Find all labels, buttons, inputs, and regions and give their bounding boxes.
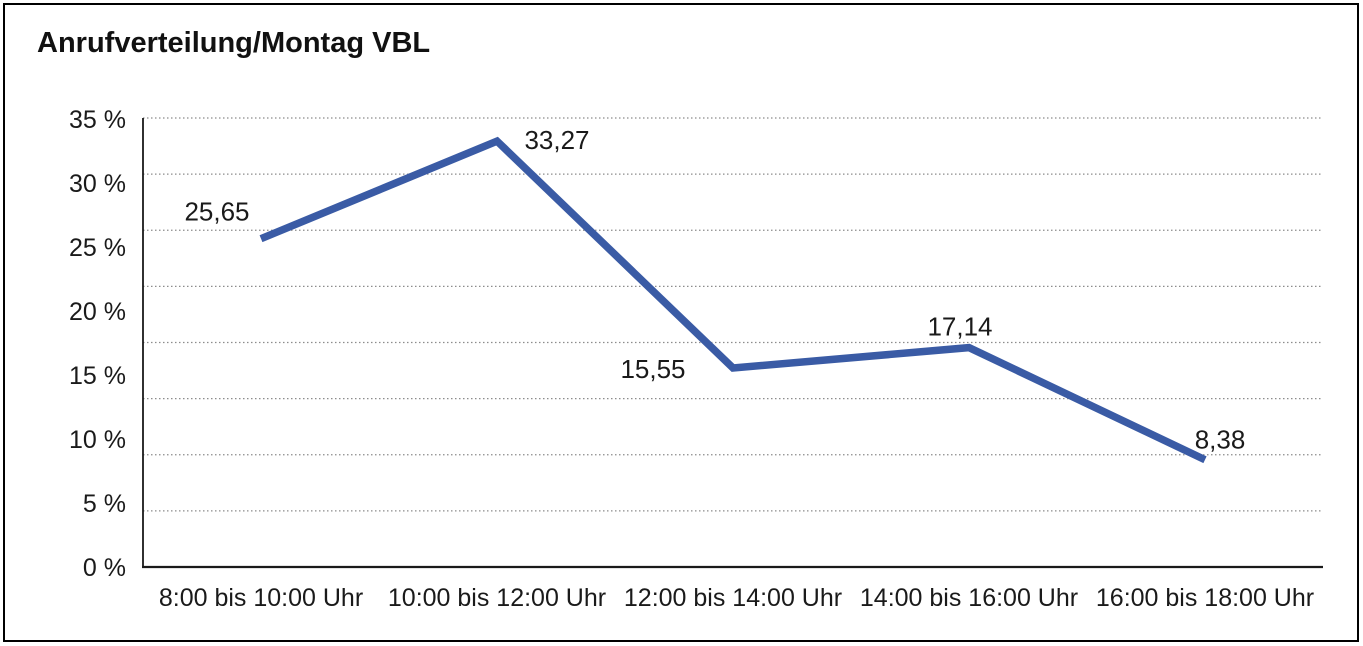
y-axis-tick-label: 5 % bbox=[83, 490, 126, 518]
data-label: 25,65 bbox=[184, 197, 249, 227]
x-axis-tick-label: 14:00 bis 16:00 Uhr bbox=[860, 584, 1078, 612]
data-label: 8,38 bbox=[1195, 425, 1246, 455]
chart-title: Anrufverteilung/Montag VBL bbox=[37, 27, 431, 59]
x-axis-tick-label: 16:00 bis 18:00 Uhr bbox=[1096, 584, 1314, 612]
data-line bbox=[259, 136, 1207, 464]
y-axis-tick-label: 30 % bbox=[69, 170, 126, 198]
data-label: 15,55 bbox=[620, 354, 685, 384]
x-axis-tick-label: 8:00 bis 10:00 Uhr bbox=[159, 584, 363, 612]
data-label: 33,27 bbox=[524, 125, 589, 155]
y-axis-tick-label: 15 % bbox=[69, 362, 126, 390]
y-axis-tick-label: 20 % bbox=[69, 298, 126, 326]
y-axis-tick-label: 25 % bbox=[69, 234, 126, 262]
y-axis-tick-label: 0 % bbox=[83, 554, 126, 582]
x-axis-tick-label: 12:00 bis 14:00 Uhr bbox=[624, 584, 842, 612]
x-axis-tick-label: 10:00 bis 12:00 Uhr bbox=[388, 584, 606, 612]
y-axis-tick-label: 10 % bbox=[69, 426, 126, 454]
y-axis-tick-label: 35 % bbox=[69, 106, 126, 134]
data-label: 17,14 bbox=[927, 312, 992, 342]
